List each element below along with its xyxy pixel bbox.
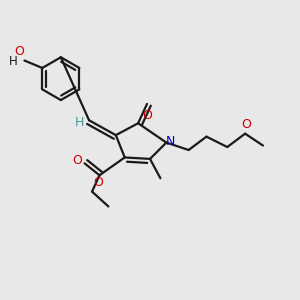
Text: O: O [143, 109, 153, 122]
Text: O: O [241, 118, 250, 131]
Text: H: H [74, 116, 84, 129]
Text: O: O [72, 154, 82, 167]
Text: O: O [94, 176, 103, 189]
Text: H: H [9, 55, 17, 68]
Text: O: O [14, 45, 24, 58]
Text: N: N [166, 135, 175, 148]
